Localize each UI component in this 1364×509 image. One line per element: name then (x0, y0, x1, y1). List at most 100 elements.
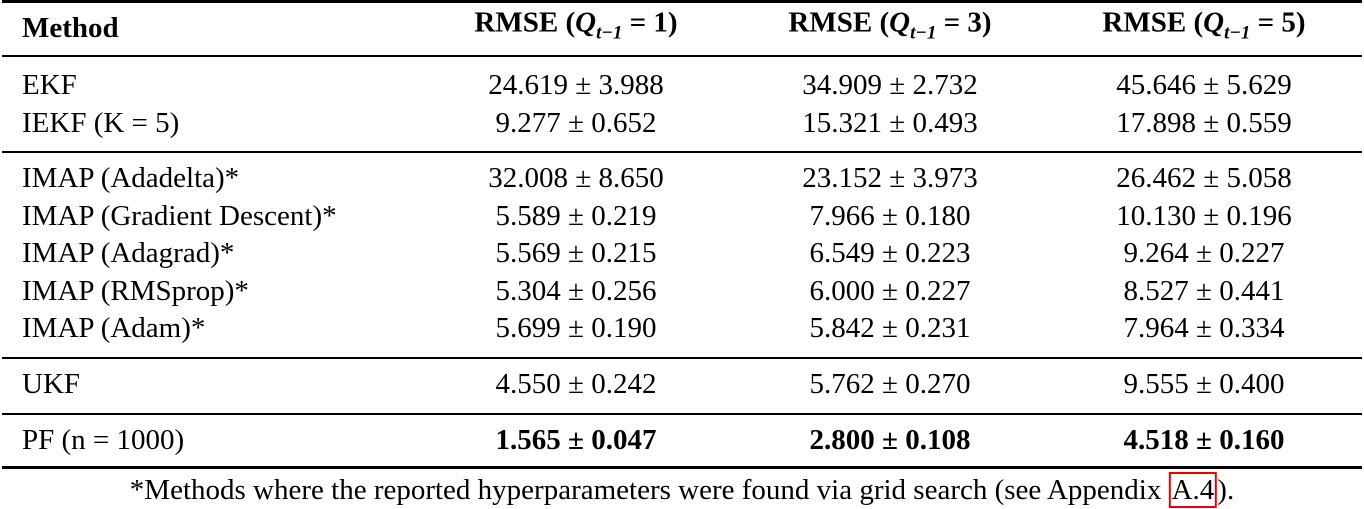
method-cell: IMAP (Adagrad)* (22, 236, 234, 270)
value-cell: 7.964 ± 0.334 (1124, 311, 1285, 345)
header-cell: RMSE (Qt−1 = 5) (1102, 6, 1305, 51)
value-text: 9.555 ± 0.400 (1123, 368, 1285, 400)
value-cell: 8.527 ± 0.441 (1124, 274, 1285, 308)
value-cell: 5.762 ± 0.270 (810, 367, 971, 401)
header-var: Q (1203, 6, 1225, 39)
value-text: 1.565 ± 0.047 (495, 424, 657, 456)
value-text: 24.619 ± 3.988 (488, 69, 664, 101)
value-text: 17.898 ± 0.559 (1116, 106, 1292, 139)
value-cell: 9.555 ± 0.400 (1124, 367, 1285, 401)
value-text: 5.762 ± 0.270 (809, 368, 971, 400)
header-text: Method (22, 12, 119, 44)
method-text: IMAP (Adadelta)* (22, 162, 240, 194)
header-sub: t−1 (1224, 22, 1251, 44)
header-rule (2, 55, 1362, 57)
value-cell: 5.842 ± 0.231 (810, 311, 971, 345)
value-cell: 5.589 ± 0.219 (496, 199, 657, 233)
value-text: 26.462 ± 5.058 (1116, 162, 1292, 194)
method-cell: IEKF (K = 5) (22, 106, 179, 140)
group-rule (2, 357, 1362, 359)
value-text: 5.842 ± 0.231 (809, 312, 971, 344)
method-text: EKF (22, 69, 77, 101)
value-cell: 9.277 ± 0.652 (496, 106, 657, 140)
value-text: 5.304 ± 0.256 (495, 274, 657, 307)
value-cell: 5.699 ± 0.190 (496, 311, 657, 345)
value-text: 9.264 ± 0.227 (1123, 237, 1285, 269)
method-text: IMAP (Gradient Descent)* (22, 199, 337, 232)
method-text: IEKF (K = 5) (22, 106, 180, 139)
top-rule (2, 0, 1362, 3)
value-cell: 32.008 ± 8.650 (488, 161, 663, 195)
value-text: 5.699 ± 0.190 (495, 312, 657, 344)
value-cell: 23.152 ± 3.973 (802, 161, 977, 195)
method-text: IMAP (RMSprop)* (22, 274, 249, 307)
header-sub: t−1 (596, 22, 623, 44)
method-cell: IMAP (Adam)* (22, 311, 205, 345)
value-text: 7.966 ± 0.180 (809, 199, 971, 232)
value-text: 8.527 ± 0.441 (1123, 274, 1285, 307)
header-prefix: RMSE ( (1102, 6, 1204, 39)
value-cell: 4.518 ± 0.160 (1124, 423, 1285, 457)
value-cell: 15.321 ± 0.493 (802, 106, 977, 140)
appendix-link[interactable]: A.4 (1168, 472, 1218, 508)
header-prefix: RMSE ( (788, 6, 890, 39)
value-cell: 17.898 ± 0.559 (1116, 106, 1291, 140)
value-cell: 5.304 ± 0.256 (496, 274, 657, 308)
value-text: 6.549 ± 0.223 (809, 237, 971, 269)
value-text: 10.130 ± 0.196 (1116, 199, 1292, 232)
header-rest: = 5) (1250, 6, 1306, 39)
group-rule (2, 413, 1362, 415)
method-cell: UKF (22, 367, 80, 401)
header-cell: Method (22, 11, 119, 45)
value-text: 15.321 ± 0.493 (802, 106, 978, 139)
value-cell: 1.565 ± 0.047 (496, 423, 657, 457)
value-text: 9.277 ± 0.652 (495, 106, 657, 139)
method-cell: PF (n = 1000) (22, 423, 184, 457)
value-cell: 24.619 ± 3.988 (488, 68, 663, 102)
footnote-end: ). (1217, 474, 1235, 506)
header-sub: t−1 (910, 22, 937, 44)
value-cell: 34.909 ± 2.732 (802, 68, 977, 102)
value-text: 34.909 ± 2.732 (802, 69, 978, 101)
method-cell: IMAP (RMSprop)* (22, 274, 249, 308)
header-cell: RMSE (Qt−1 = 3) (788, 6, 991, 51)
value-cell: 45.646 ± 5.629 (1116, 68, 1291, 102)
header-cell: RMSE (Qt−1 = 1) (474, 6, 677, 51)
header-var: Q (889, 6, 911, 39)
bottom-rule (2, 466, 1362, 469)
header-rest: = 3) (936, 6, 992, 39)
method-cell: EKF (22, 68, 77, 102)
value-text: 45.646 ± 5.629 (1116, 69, 1292, 101)
method-cell: IMAP (Gradient Descent)* (22, 199, 337, 233)
method-text: IMAP (Adagrad)* (22, 237, 235, 269)
value-cell: 9.264 ± 0.227 (1124, 236, 1285, 270)
value-text: 5.569 ± 0.215 (495, 237, 657, 269)
value-text: 6.000 ± 0.227 (809, 274, 971, 307)
value-cell: 7.966 ± 0.180 (810, 199, 971, 233)
value-cell: 5.569 ± 0.215 (496, 236, 657, 270)
method-text: PF (n = 1000) (22, 424, 185, 456)
header-prefix: RMSE ( (474, 6, 576, 39)
footnote-text: *Methods where the reported hyperparamet… (129, 474, 1169, 506)
value-cell: 6.549 ± 0.223 (810, 236, 971, 270)
value-text: 4.518 ± 0.160 (1123, 424, 1285, 456)
method-text: IMAP (Adam)* (22, 312, 206, 344)
value-text: 7.964 ± 0.334 (1123, 312, 1285, 344)
value-cell: 10.130 ± 0.196 (1116, 199, 1291, 233)
value-cell: 26.462 ± 5.058 (1116, 161, 1291, 195)
value-text: 4.550 ± 0.242 (495, 368, 657, 400)
group-rule (2, 151, 1362, 153)
value-cell: 2.800 ± 0.108 (810, 423, 971, 457)
header-rest: = 1) (622, 6, 678, 39)
value-text: 2.800 ± 0.108 (809, 424, 971, 456)
value-cell: 6.000 ± 0.227 (810, 274, 971, 308)
value-text: 32.008 ± 8.650 (488, 162, 664, 194)
header-var: Q (575, 6, 597, 39)
method-cell: IMAP (Adadelta)* (22, 161, 239, 195)
value-cell: 4.550 ± 0.242 (496, 367, 657, 401)
value-text: 23.152 ± 3.973 (802, 162, 978, 194)
method-text: UKF (22, 368, 81, 400)
value-text: 5.589 ± 0.219 (495, 199, 657, 232)
footnote: *Methods where the reported hyperparamet… (129, 472, 1235, 508)
